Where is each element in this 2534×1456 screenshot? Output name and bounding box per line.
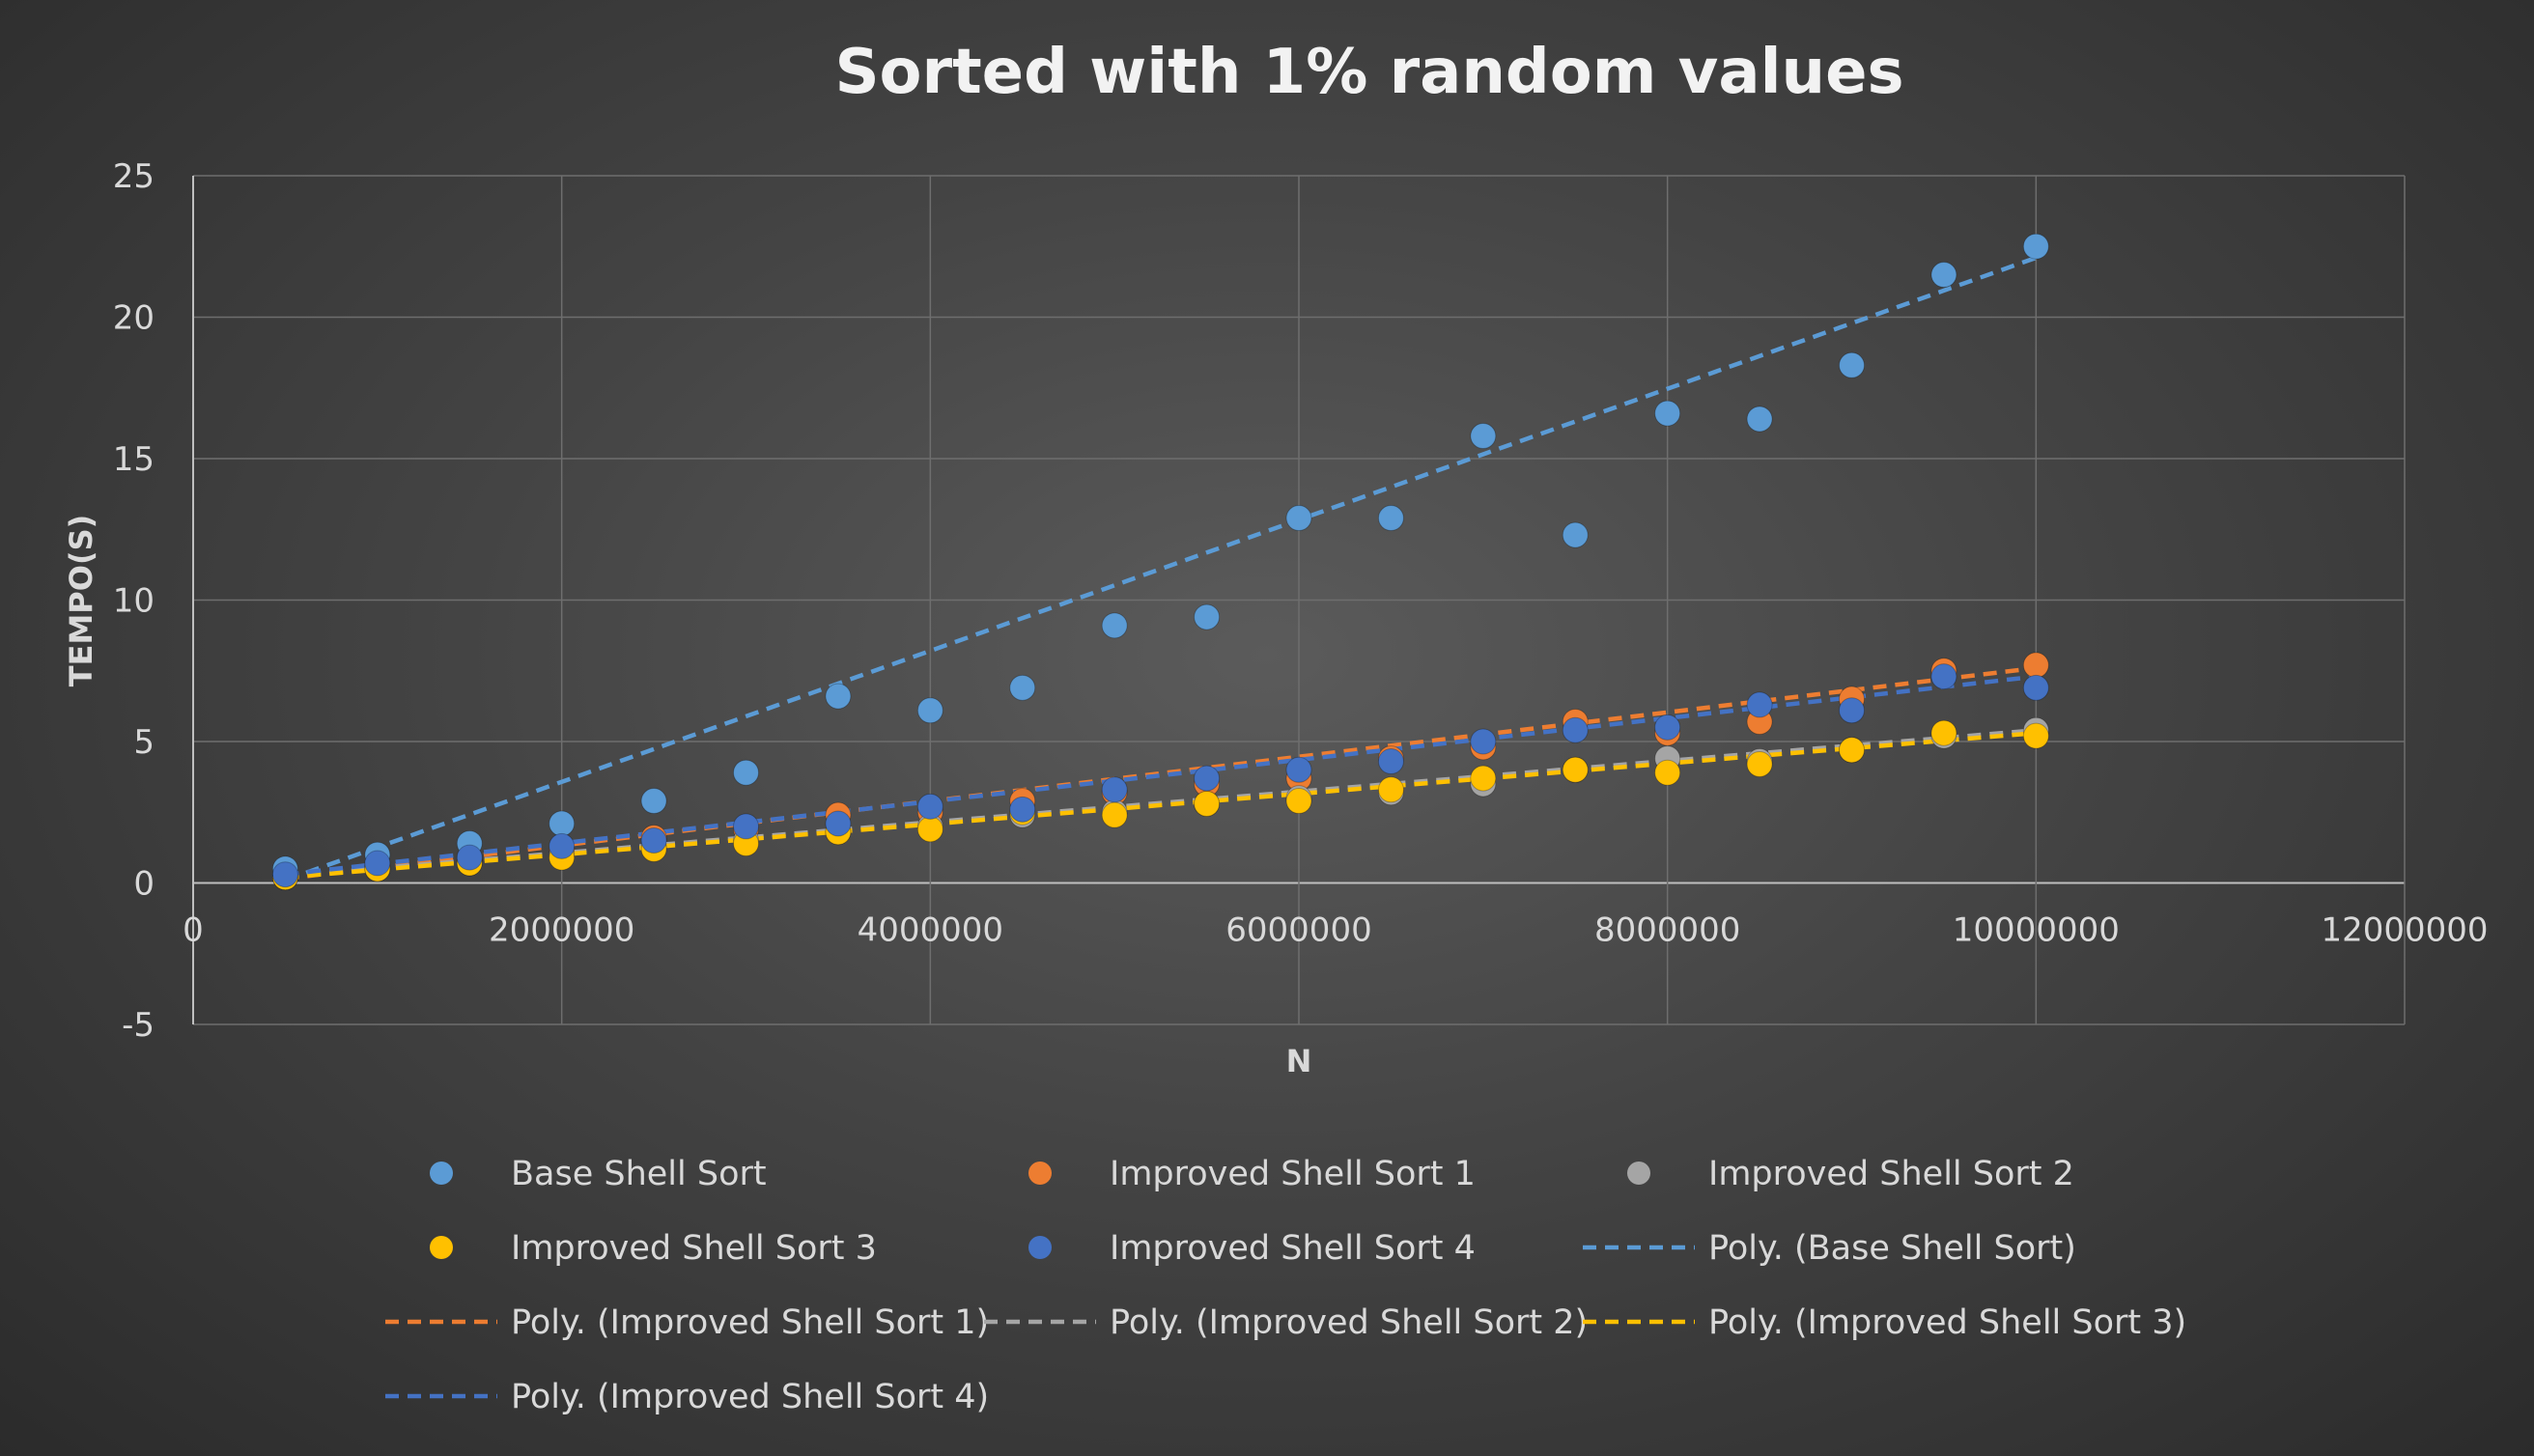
x-tick-label: 2000000 [489,911,634,950]
data-point [733,759,759,786]
legend: Base Shell Sort Improved Shell Sort 1 Impr… [385,1155,2186,1416]
x-tick-label: 8000000 [1594,911,1740,950]
legend-label: Poly. (Improved Shell Sort 2) [1110,1303,1588,1342]
y-tick-label: 10 [113,582,155,621]
y-tick-label: 15 [113,440,155,479]
data-point [916,793,943,820]
data-point [1285,756,1312,783]
data-point [916,816,943,843]
data-point [1654,759,1681,786]
data-point [1194,603,1221,630]
legend-label: Improved Shell Sort 1 [1110,1155,1476,1193]
data-point [916,697,943,724]
trendline-1 [284,255,2038,882]
x-axis-title: N [1286,1043,1312,1079]
data-point [825,683,852,710]
chart-title: Sorted with 1% random values [834,37,1903,108]
data-point [1470,728,1497,755]
data-point [2022,722,2049,749]
data-point [1377,776,1404,803]
data-point [640,827,667,854]
data-point [549,832,576,859]
data-point [1009,796,1036,823]
legend-label: Improved Shell Sort 2 [1708,1155,2074,1193]
data-point [1746,406,1773,433]
data-point [1377,748,1404,775]
data-point [1101,801,1128,828]
series-1 [271,233,2049,882]
x-tick-label: 12000000 [2321,911,2488,950]
data-point [1930,262,1957,289]
data-point [1285,788,1312,815]
x-tick-label: 0 [183,911,204,950]
data-point [1930,663,1957,690]
y-tick-label: 0 [133,865,155,904]
data-point [1562,756,1589,783]
legend-label: Improved Shell Sort 3 [511,1229,877,1268]
data-point [2022,652,2049,679]
data-point [1194,790,1221,817]
data-point [1470,423,1497,450]
data-point [1839,351,1865,378]
data-point [549,810,576,837]
data-point [1377,505,1404,532]
series-5 [271,663,2049,888]
legend-marker [1028,1162,1052,1185]
data-point [1285,505,1312,532]
data-point [1839,737,1865,764]
legend-marker [430,1236,453,1259]
data-point [1101,612,1128,639]
x-tick-label: 10000000 [1953,911,2120,950]
data-point [825,810,852,837]
data-point [1746,750,1773,777]
data-point [1194,765,1221,792]
legend-label: Poly. (Base Shell Sort) [1708,1229,2076,1268]
data-point [1562,716,1589,743]
legend-marker [1627,1162,1650,1185]
data-point [640,788,667,815]
x-tick-label: 6000000 [1225,911,1371,950]
legend-marker [430,1162,453,1185]
trendline-4 [285,730,2037,880]
trendline-5 [285,674,2037,877]
data-point [456,844,483,871]
data-point [1746,691,1773,718]
data-point [1930,719,1957,746]
y-tick-label: 5 [133,723,155,762]
legend-label: Poly. (Improved Shell Sort 1) [511,1303,989,1342]
data-point [1470,765,1497,792]
y-axis-title: TEMPO(S) [63,515,99,686]
y-tick-label: 20 [113,299,155,338]
data-point [271,861,298,888]
data-point [1562,521,1589,548]
y-tick-label: 25 [113,157,155,196]
data-point [1654,714,1681,741]
data-point [364,850,391,877]
legend-label: Poly. (Improved Shell Sort 3) [1708,1303,2186,1342]
data-point [1654,400,1681,427]
data-point [2022,233,2049,260]
x-tick-label: 4000000 [858,911,1003,950]
data-point [1839,697,1865,724]
legend-label: Improved Shell Sort 4 [1110,1229,1476,1268]
legend-label: Poly. (Improved Shell Sort 4) [511,1378,989,1416]
data-point [1101,776,1128,803]
trendline-2 [285,665,2037,882]
y-tick-label: -5 [122,1006,155,1045]
data-point [2022,674,2049,701]
legend-marker [1028,1236,1052,1259]
data-point [733,813,759,840]
data-point [1009,674,1036,701]
legend-label: Base Shell Sort [511,1155,767,1193]
gridlines [192,175,2406,1025]
